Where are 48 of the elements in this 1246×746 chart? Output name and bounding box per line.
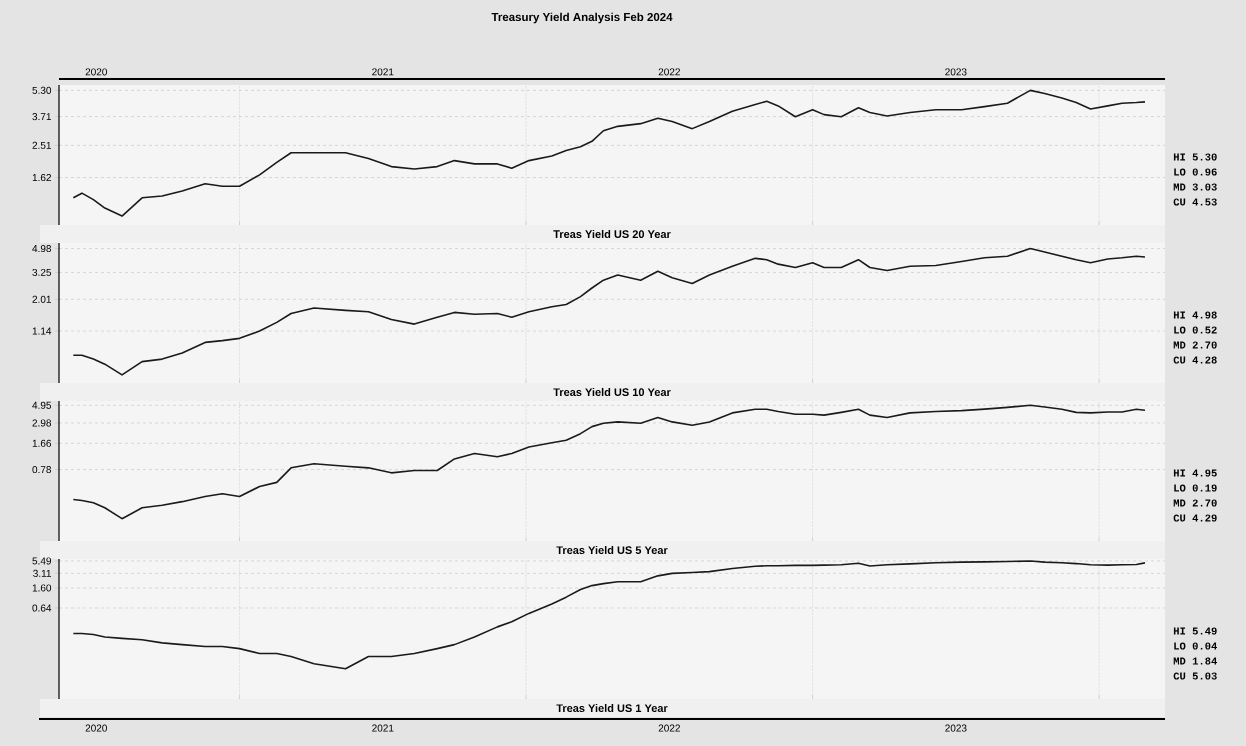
text: CU 5.03 <box>1173 672 1217 680</box>
y-tick-label: 1.62 <box>32 174 51 182</box>
text: CU 4.29 <box>1173 514 1217 522</box>
text: MD 1.84 <box>1173 657 1218 665</box>
line-series <box>72 560 1146 670</box>
y-tick-label: 3.71 <box>32 113 51 121</box>
y-tick-label: 1.60 <box>32 584 52 592</box>
text: LO 0.52 <box>1174 326 1217 334</box>
y-tick-label: 1.14 <box>32 327 52 335</box>
x2-tick-label: 2023 <box>945 68 967 76</box>
x2-tick-label: 2021 <box>372 68 394 76</box>
text: LO 0.04 <box>1174 642 1218 650</box>
text: LO 0.96 <box>1174 168 1217 176</box>
text: MD 2.70 <box>1173 341 1217 349</box>
x-tick-label: 2021 <box>372 724 394 732</box>
y-tick-label: 1.66 <box>32 439 52 447</box>
y-tick-label: 3.25 <box>32 268 52 276</box>
text: CU 4.28 <box>1173 356 1217 364</box>
y-tick-label: 4.98 <box>32 245 52 253</box>
x2-tick-label: 2020 <box>85 68 107 76</box>
y-tick-label: 3.11 <box>33 569 51 577</box>
text: Treas Yield US 20 Year <box>553 229 671 239</box>
text: HI 5.30 <box>1173 153 1217 161</box>
text: Treas Yield US 1 Year <box>556 703 668 713</box>
y-tick-label: 5.49 <box>32 557 52 565</box>
x2-tick-label: 2022 <box>658 68 680 76</box>
line-series <box>72 247 1146 376</box>
text: HI 4.98 <box>1173 311 1217 319</box>
y-tick-label: 2.51 <box>32 141 51 149</box>
x-tick-label: 2020 <box>85 724 107 732</box>
text: MD 3.03 <box>1173 183 1217 191</box>
text: HI 5.49 <box>1173 627 1217 635</box>
text: MD 2.70 <box>1173 499 1217 507</box>
x-tick-label: 2023 <box>945 724 967 732</box>
line-series <box>72 404 1146 520</box>
y-tick-label: 0.64 <box>32 604 52 612</box>
text: Treas Yield US 5 Year <box>556 545 668 555</box>
y-tick-label: 2.01 <box>32 295 51 303</box>
x-tick-label: 2022 <box>658 724 680 732</box>
y-tick-label: 4.95 <box>32 401 52 409</box>
y-tick-label: 2.98 <box>32 419 52 427</box>
text: Treas Yield US 10 Year <box>553 387 671 397</box>
text: CU 4.53 <box>1173 198 1217 206</box>
y-tick-label: 5.30 <box>32 86 52 94</box>
text: LO 0.19 <box>1174 484 1217 492</box>
y-tick-label: 0.78 <box>32 466 52 474</box>
chart-title: Treasury Yield Analysis Feb 2024 <box>491 12 673 24</box>
text: HI 4.95 <box>1173 469 1217 477</box>
